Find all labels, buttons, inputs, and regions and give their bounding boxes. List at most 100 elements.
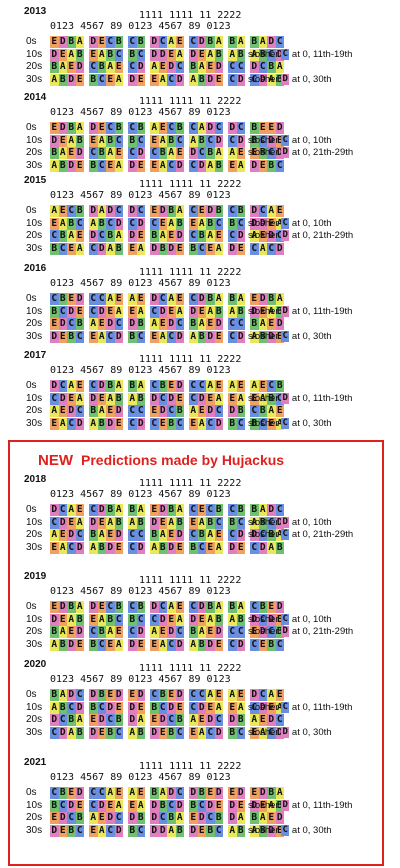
- day-cell: D: [214, 134, 223, 147]
- day-cell: B: [175, 217, 184, 230]
- day-cell: E: [97, 122, 106, 134]
- day-cell: A: [206, 48, 215, 61]
- day-cell: D: [136, 541, 145, 554]
- day-cell: C: [75, 217, 84, 230]
- day-cell: E: [67, 516, 76, 529]
- day-cell: A: [150, 541, 159, 554]
- day-cell: A: [236, 601, 245, 613]
- slosher-detail: at 0, 30th: [289, 726, 332, 738]
- day-cell: A: [275, 701, 284, 714]
- day-cell: B: [150, 701, 159, 714]
- slosher-key-swatch: C: [281, 134, 290, 146]
- day-cell: B: [50, 61, 59, 73]
- header-ones: 0123 4567 89 0123 4567 89 0123: [50, 278, 231, 289]
- slosher-note: slosher D at 0, 10th: [248, 516, 332, 528]
- day-cell: E: [150, 205, 159, 217]
- day-cell: B: [236, 48, 245, 61]
- day-cell: D: [228, 799, 237, 812]
- day-cell: E: [236, 242, 245, 255]
- day-cell: D: [50, 380, 59, 392]
- slosher-note: slosher D at 0, 30th: [248, 73, 332, 85]
- day-cell: E: [106, 73, 115, 86]
- day-cell: E: [158, 122, 167, 134]
- day-cell: E: [58, 134, 67, 147]
- day-cell: C: [106, 824, 115, 837]
- day-cell: D: [167, 392, 176, 405]
- slosher-label: slosher: [248, 613, 282, 625]
- day-cell: C: [258, 613, 267, 626]
- day-cell: C: [97, 230, 106, 242]
- day-cell: C: [236, 516, 245, 529]
- day-cell: B: [250, 504, 259, 516]
- day-cell: A: [158, 159, 167, 172]
- slosher-note: slosher D at 0, 30th: [248, 726, 332, 738]
- day-cell: B: [114, 714, 123, 726]
- day-cell: B: [75, 613, 84, 626]
- day-cell: D: [158, 824, 167, 837]
- day-cell: A: [228, 305, 237, 318]
- day-cell: D: [206, 330, 215, 343]
- day-cell: C: [197, 541, 206, 554]
- day-cell: C: [267, 48, 276, 61]
- day-cell: B: [236, 824, 245, 837]
- day-cell: B: [128, 613, 137, 626]
- day-cell: C: [106, 36, 115, 48]
- day-cell: B: [236, 504, 245, 516]
- row-label: 30s: [26, 242, 43, 254]
- day-cell: E: [150, 159, 159, 172]
- day-cell: A: [89, 217, 98, 230]
- day-cell: B: [158, 541, 167, 554]
- day-cell: B: [97, 417, 106, 430]
- day-cell: E: [167, 48, 176, 61]
- day-cell: A: [58, 147, 67, 159]
- day-cell: A: [128, 293, 137, 305]
- day-cell: D: [50, 330, 59, 343]
- day-cell: D: [250, 529, 259, 541]
- day-cell: C: [114, 134, 123, 147]
- day-cell: D: [189, 613, 198, 626]
- day-cell: B: [197, 134, 206, 147]
- day-cell: E: [267, 701, 276, 714]
- day-cell: B: [158, 799, 167, 812]
- day-cell: B: [67, 217, 76, 230]
- day-cell: D: [197, 812, 206, 824]
- day-cell: C: [97, 159, 106, 172]
- day-cell: D: [89, 36, 98, 48]
- day-cell: A: [197, 626, 206, 638]
- day-cell: E: [89, 134, 98, 147]
- slosher-label: slosher: [248, 73, 282, 85]
- day-cell: A: [189, 73, 198, 86]
- day-cell: D: [150, 242, 159, 255]
- row-label: 10s: [26, 613, 43, 625]
- row-label: 0s: [26, 689, 37, 700]
- day-cell: E: [206, 701, 215, 714]
- day-cell: C: [75, 689, 84, 701]
- day-cell: D: [50, 134, 59, 147]
- day-cell: C: [189, 230, 198, 242]
- day-cell: C: [58, 504, 67, 516]
- day-cell: C: [67, 205, 76, 217]
- day-cell: C: [214, 217, 223, 230]
- day-cell: E: [58, 48, 67, 61]
- row-label: 0s: [26, 787, 37, 798]
- day-cell: C: [128, 417, 137, 430]
- day-cell: B: [106, 726, 115, 739]
- day-cell: A: [250, 516, 259, 529]
- day-cell: B: [89, 638, 98, 651]
- day-cell: C: [236, 217, 245, 230]
- day-cell: D: [214, 726, 223, 739]
- day-cell: A: [58, 417, 67, 430]
- header-tens: 1111 1111 11 2222: [139, 575, 242, 586]
- day-cell: A: [197, 417, 206, 430]
- day-cell: D: [150, 293, 159, 305]
- day-cell: B: [50, 242, 59, 255]
- day-cell: B: [67, 714, 76, 726]
- header-ones: 0123 4567 89 0123 4567 89 0123: [50, 674, 231, 685]
- day-cell: A: [67, 726, 76, 739]
- day-cell: B: [189, 541, 198, 554]
- day-cell: D: [89, 516, 98, 529]
- year-block-2015: 2015 1111 1111 11 2222 0123 4567 89 0123 4…: [0, 175, 400, 261]
- header-ones: 0123 4567 89 0123 4567 89 0123: [50, 586, 231, 597]
- day-cell: C: [114, 318, 123, 330]
- day-cell: E: [75, 504, 84, 516]
